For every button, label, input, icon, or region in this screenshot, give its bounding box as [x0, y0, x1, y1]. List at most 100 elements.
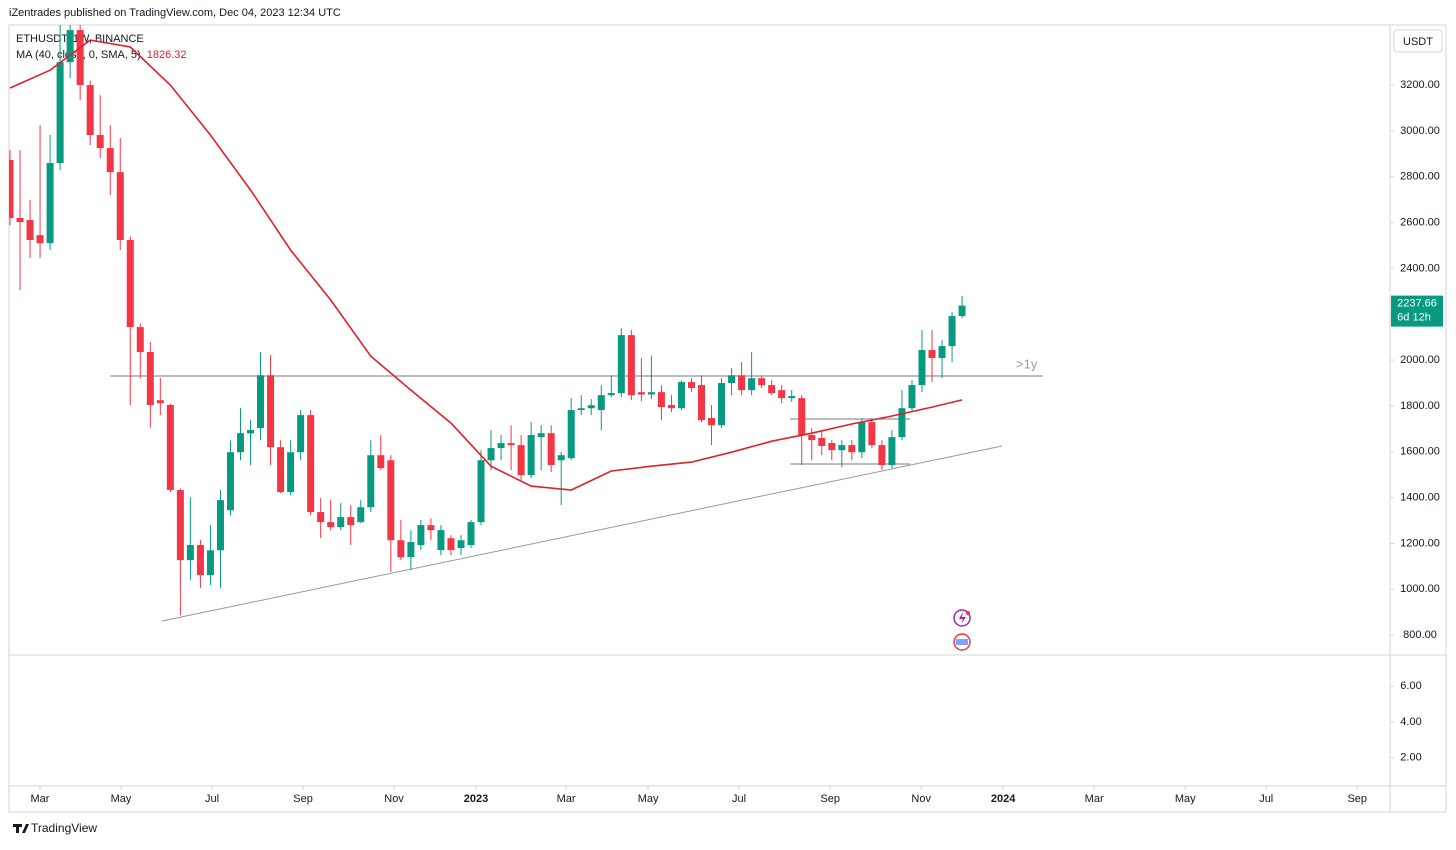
candle-body	[577, 408, 585, 411]
candle-body	[16, 217, 24, 223]
x-tick-label: Mar	[30, 793, 49, 805]
y-tick-label: 800.00	[1403, 629, 1437, 641]
x-tick-label: May	[638, 793, 659, 805]
candle-body	[146, 352, 154, 406]
x-tick-label: Nov	[911, 793, 931, 805]
candle-body	[267, 375, 275, 448]
candle-body	[718, 383, 726, 426]
candle-body	[698, 385, 706, 421]
candle-body	[477, 460, 485, 523]
candle-body	[337, 517, 345, 528]
publisher: iZentrades published on TradingView.com,…	[9, 7, 341, 19]
candle-body	[898, 408, 906, 438]
candle-body	[397, 540, 405, 558]
y-tick-label: 1400.00	[1400, 492, 1440, 504]
candle-body	[347, 517, 355, 526]
trend-line	[161, 445, 1003, 622]
candle-body	[597, 395, 605, 411]
candle-body	[938, 346, 946, 359]
candle-body	[297, 415, 305, 453]
candle-body	[958, 305, 966, 317]
candle-body	[407, 542, 415, 558]
candle-body	[617, 335, 625, 394]
candle-body	[667, 405, 675, 409]
candle-body	[277, 447, 285, 493]
candle-body	[557, 455, 565, 461]
candle-body	[858, 422, 866, 453]
candle-body	[738, 375, 746, 391]
candle-body	[828, 443, 836, 451]
candle-body	[537, 433, 545, 438]
x-tick-label: Jul	[732, 793, 746, 805]
candle-body	[637, 392, 645, 395]
candle-body	[186, 545, 194, 561]
candle-body	[748, 378, 756, 391]
candle-body	[156, 400, 164, 404]
plot	[9, 25, 966, 616]
y-tick-label: 1800.00	[1400, 400, 1440, 412]
event-bolt	[959, 612, 966, 624]
logo	[13, 824, 29, 833]
candle-body	[888, 437, 896, 466]
candle-body	[427, 525, 435, 531]
x-tick-label: 2023	[464, 793, 488, 805]
x-tick-label: Nov	[384, 793, 404, 805]
candle-body	[447, 538, 455, 551]
y-tick-label: 3200.00	[1400, 79, 1440, 91]
x-tick-label: Mar	[557, 793, 576, 805]
candle-body	[507, 443, 515, 446]
candle-body	[56, 62, 64, 163]
candle-body	[687, 382, 695, 389]
candle-body	[918, 350, 926, 386]
candle-body	[878, 445, 886, 466]
candle-body	[226, 452, 234, 511]
x-tick-label: Sep	[1347, 793, 1367, 805]
candle-body	[758, 378, 766, 386]
candle-body	[677, 382, 685, 409]
x-tick-label: Sep	[820, 793, 840, 805]
ma-value: 1826.32	[147, 49, 187, 61]
moving-average	[9, 39, 963, 491]
candle-body	[377, 455, 385, 469]
candle-body	[547, 433, 555, 466]
candle-body	[106, 148, 114, 173]
y-tick-label: 1000.00	[1400, 583, 1440, 595]
candle-body	[657, 392, 665, 408]
candle-body	[116, 172, 124, 240]
candle-body	[216, 500, 224, 551]
candle-body	[868, 422, 876, 446]
y-tick-label: 1600.00	[1400, 446, 1440, 458]
x-tick-label: May	[111, 793, 132, 805]
x-tick-label: Jul	[1259, 793, 1273, 805]
flag	[956, 639, 968, 645]
candle-body	[176, 490, 184, 561]
candle-body	[808, 435, 816, 441]
candle-body	[928, 350, 936, 359]
candle-body	[778, 390, 786, 399]
candle-body	[437, 530, 445, 551]
y-tick-label: 6.00	[1400, 680, 1421, 692]
candle-body	[627, 335, 635, 396]
candle-body	[247, 429, 255, 434]
brand: TradingView	[31, 821, 97, 835]
currency[interactable]: USDT	[1403, 36, 1433, 48]
candle-body	[768, 385, 776, 394]
countdown: 6d 12h	[1397, 312, 1431, 324]
y-tick-label: 2400.00	[1400, 262, 1440, 274]
y-tick-label: 1200.00	[1400, 537, 1440, 549]
candle-body	[46, 162, 54, 244]
candle-body	[587, 405, 595, 409]
candle-body	[517, 445, 525, 476]
frame	[8, 24, 1447, 813]
candle-body	[567, 410, 575, 459]
candle-body	[287, 452, 295, 493]
candle-body	[798, 398, 806, 436]
candle-body	[196, 545, 204, 576]
candle-body	[848, 445, 856, 453]
candle-body	[487, 448, 495, 461]
currency-box[interactable]	[1393, 29, 1443, 53]
candle-body	[467, 522, 475, 546]
annotation: >1y	[1016, 356, 1038, 371]
candle-body	[908, 385, 916, 409]
x-tick-label: Sep	[293, 793, 313, 805]
